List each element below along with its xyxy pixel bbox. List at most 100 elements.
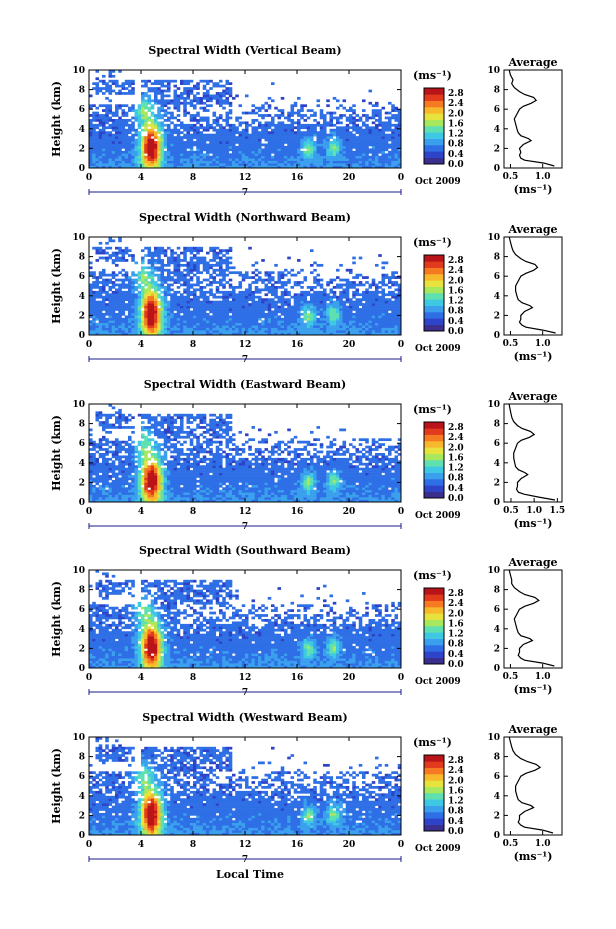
heatmap-cell: [212, 320, 217, 324]
heatmap-cell: [147, 261, 152, 265]
heatmap-cell: [89, 158, 93, 161]
heatmap-cell: [381, 141, 386, 144]
heatmap-cell: [150, 266, 155, 270]
heatmap-cell: [98, 332, 103, 336]
heatmap-cell: [206, 136, 210, 139]
heatmap-cell: [378, 123, 382, 127]
heatmap-cell: [300, 160, 304, 164]
heatmap-cell: [92, 479, 96, 483]
heatmap-cell: [310, 310, 314, 314]
heatmap-cell: [150, 332, 155, 336]
heatmap-cell: [277, 165, 282, 169]
heatmap-cell: [199, 138, 204, 142]
heatmap-cell: [352, 126, 356, 130]
heatmap-cell: [215, 295, 220, 299]
heatmap-cell: [284, 281, 288, 284]
heatmap-cell: [319, 322, 324, 326]
heatmap-cell: [124, 325, 129, 328]
heatmap-cell: [293, 332, 298, 336]
heatmap-cell: [102, 114, 106, 117]
heatmap-cell: [186, 126, 191, 130]
heatmap-cell: [254, 119, 259, 122]
heatmap-cell: [339, 295, 343, 299]
heatmap-cell: [280, 160, 285, 164]
heatmap-cell: [167, 276, 171, 279]
heatmap-cell: [306, 116, 311, 120]
heatmap-cell: [95, 460, 100, 464]
heatmap-cell: [111, 158, 116, 161]
heatmap-cell: [92, 123, 96, 127]
heatmap-cell: [154, 148, 158, 152]
heatmap-cell: [274, 315, 278, 319]
heatmap-cell: [258, 114, 262, 117]
heatmap-cell: [225, 266, 230, 270]
heatmap-cell: [280, 273, 285, 277]
heatmap-cell: [95, 479, 100, 483]
heatmap-cell: [150, 165, 155, 169]
heatmap-cell: [381, 290, 386, 294]
heatmap-cell: [358, 153, 363, 157]
heatmap-cell: [261, 128, 265, 132]
heatmap-cell: [365, 119, 369, 122]
heatmap-cell: [264, 278, 269, 282]
heatmap-cell: [176, 298, 181, 301]
heatmap-cell: [329, 133, 334, 137]
heatmap-cell: [89, 479, 93, 483]
heatmap-cell: [261, 114, 265, 117]
heatmap-cell: [193, 317, 197, 321]
heatmap-cell: [352, 128, 356, 132]
heatmap-cell: [277, 138, 282, 142]
heatmap-cell: [345, 293, 350, 297]
heatmap-cell: [176, 308, 181, 311]
heatmap-cell: [206, 312, 210, 316]
heatmap-cell: [95, 126, 100, 130]
heatmap-cell: [183, 114, 187, 117]
heatmap-cell: [206, 92, 210, 95]
heatmap-cell: [160, 249, 165, 252]
heatmap-cell: [375, 160, 379, 164]
heatmap-cell: [176, 268, 181, 272]
heatmap-cell: [332, 163, 337, 166]
colorbar-segment: [424, 280, 444, 287]
heatmap-cell: [134, 310, 139, 314]
heatmap-cell: [98, 288, 103, 292]
heatmap-cell: [303, 308, 308, 311]
heatmap-cell: [111, 453, 116, 456]
heatmap-cell: [121, 303, 126, 306]
heatmap-cell: [368, 148, 373, 152]
heatmap-cell: [89, 300, 93, 304]
heatmap-cell: [336, 141, 340, 144]
heatmap-cell: [316, 295, 321, 299]
heatmap-cell: [131, 320, 135, 324]
heatmap-cell: [102, 160, 106, 164]
heatmap-cell: [274, 138, 278, 142]
heatmap-cell: [206, 325, 210, 328]
heatmap-cell: [102, 499, 106, 503]
heatmap-cell: [199, 281, 204, 284]
heatmap-cell: [300, 325, 304, 328]
heatmap-cell: [160, 109, 165, 112]
heatmap-cell: [219, 273, 223, 277]
heatmap-cell: [316, 153, 321, 157]
heatmap-cell: [391, 114, 395, 117]
heatmap-cell: [280, 283, 285, 287]
heatmap-cell: [154, 295, 158, 299]
heatmap-cell: [355, 119, 360, 122]
heatmap-cell: [248, 111, 252, 115]
heatmap-cell: [163, 325, 168, 328]
heatmap-cell: [92, 487, 96, 491]
heatmap-cell: [297, 119, 301, 122]
heatmap-cell: [111, 148, 116, 152]
heatmap-cell: [186, 261, 191, 265]
heatmap-cell: [154, 281, 158, 284]
heatmap-cell: [238, 150, 243, 154]
heatmap-cell: [388, 320, 392, 324]
heatmap-cell: [371, 143, 376, 147]
heatmap-cell: [358, 165, 363, 169]
heatmap-cell: [336, 310, 340, 314]
heatmap-cell: [258, 276, 262, 279]
heatmap-cell: [202, 145, 207, 149]
heatmap-cell: [111, 308, 116, 311]
heatmap-cell: [154, 136, 158, 139]
heatmap-cell: [95, 477, 100, 481]
